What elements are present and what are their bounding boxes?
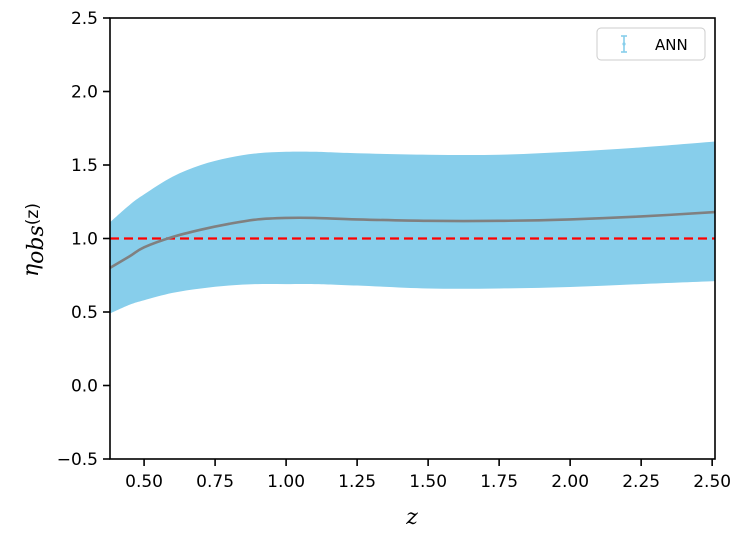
y-tick-label: 2.0	[71, 83, 98, 103]
x-axis-ticks: 0.50 0.75 1.00 1.25 1.50 1.75 2.00 2.25 2.50	[125, 459, 731, 492]
x-tick-label: 2.00	[551, 472, 589, 492]
x-axis-label: z	[405, 505, 418, 530]
legend-errorbar-point	[622, 42, 626, 46]
y-tick-label: 1.5	[71, 156, 98, 176]
y-axis-label-subscript: obs	[24, 225, 49, 264]
legend-entry-ann: ANN	[655, 36, 688, 54]
y-tick-label: 0.0	[71, 377, 98, 397]
y-axis-label-base: η	[19, 264, 44, 277]
series-line-ann	[109, 210, 716, 270]
legend-errorbar-icon	[621, 35, 627, 53]
legend-frame	[596, 27, 706, 61]
confidence-band	[110, 141, 715, 314]
y-tick-label: 0.5	[71, 303, 98, 323]
x-tick-label: 1.00	[267, 472, 305, 492]
x-tick-label: 1.75	[480, 472, 518, 492]
legend: ANN	[596, 27, 706, 61]
x-tick-label: 1.50	[409, 472, 447, 492]
x-tick-label: 2.50	[693, 472, 731, 492]
y-tick-label: −0.5	[57, 450, 98, 470]
y-axis-label: ηobs(z)	[19, 203, 49, 277]
x-tick-label: 2.25	[622, 472, 660, 492]
y-tick-label: 1.0	[71, 230, 98, 250]
y-axis-label-suffix: (z)	[23, 203, 43, 225]
confidence-band-layer	[110, 141, 715, 314]
x-tick-label: 1.25	[338, 472, 376, 492]
x-tick-label: 0.75	[196, 472, 234, 492]
y-tick-label: 2.5	[71, 9, 98, 29]
y-axis-ticks: −0.5 0.0 0.5 1.0 1.5 2.0 2.5	[57, 9, 110, 470]
series-line-layer	[109, 210, 716, 270]
x-tick-label: 0.50	[125, 472, 163, 492]
